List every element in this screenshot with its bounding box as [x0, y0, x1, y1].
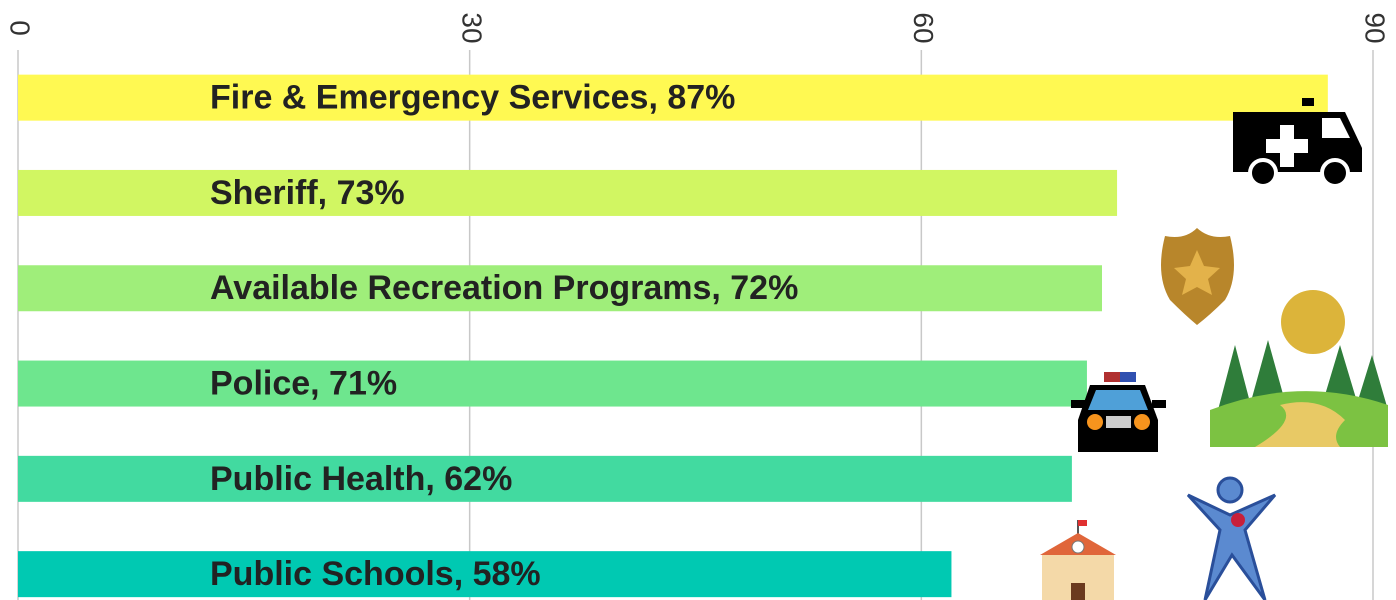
x-tick-label: 0	[5, 20, 36, 36]
bar	[18, 360, 1087, 407]
badge-icon	[1161, 228, 1234, 325]
bar	[18, 169, 1118, 216]
bar	[18, 551, 952, 598]
health-icon	[1186, 476, 1277, 600]
police-car-icon	[1071, 372, 1166, 452]
bar-label: Police, 71%	[210, 365, 397, 403]
bar	[18, 455, 1072, 502]
x-tick-label: 90	[1360, 12, 1391, 43]
ambulance-icon	[1233, 98, 1362, 188]
x-tick-label: 30	[456, 12, 487, 43]
bar-label: Fire & Emergency Services, 87%	[210, 79, 735, 117]
bar	[18, 74, 1328, 121]
bar-label: Available Recreation Programs, 72%	[210, 269, 798, 307]
icons	[1040, 98, 1388, 600]
x-tick-label: 60	[908, 12, 939, 43]
plot: Fire & Emergency Services, 87% Sheriff, 7…	[17, 50, 1374, 600]
bar	[18, 265, 1102, 312]
bar-label: Public Schools, 58%	[210, 555, 541, 593]
bar-label: Sheriff, 73%	[210, 174, 405, 212]
school-icon	[1040, 520, 1116, 600]
park-icon	[1210, 290, 1388, 447]
bar-label: Public Health, 62%	[210, 460, 512, 498]
